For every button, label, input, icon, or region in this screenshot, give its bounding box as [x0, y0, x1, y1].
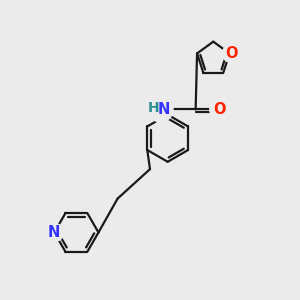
- Text: N: N: [48, 225, 61, 240]
- Text: O: O: [225, 46, 237, 61]
- Text: O: O: [213, 102, 226, 117]
- Text: N: N: [158, 102, 170, 117]
- Text: H: H: [148, 101, 160, 116]
